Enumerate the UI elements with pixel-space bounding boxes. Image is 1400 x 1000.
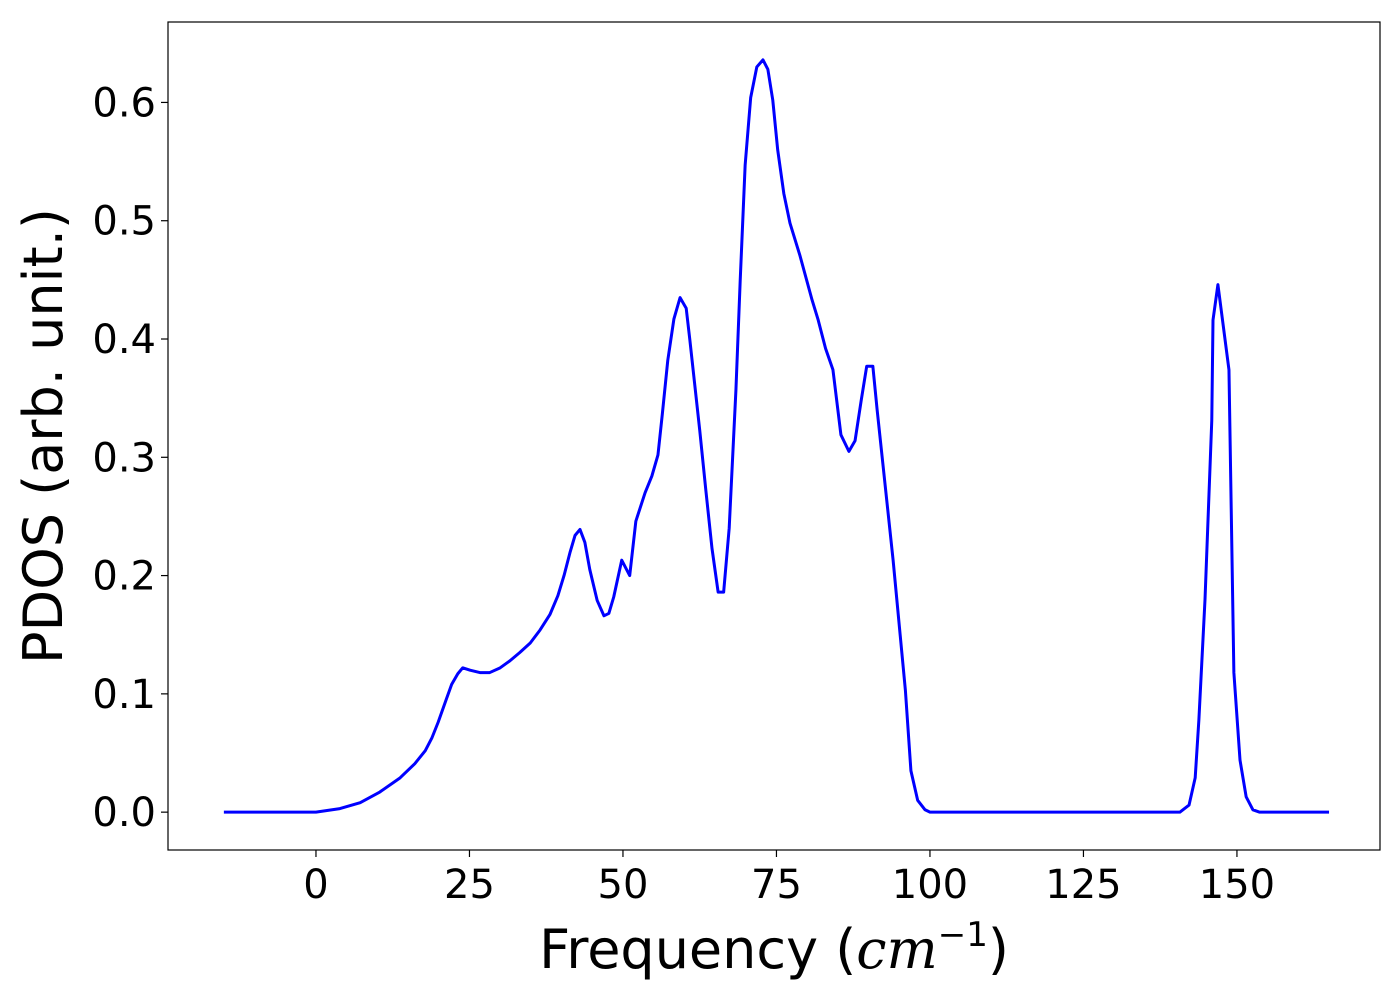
- data-line: [223, 58, 1330, 814]
- y-tick-label: 0.2: [92, 554, 156, 600]
- axes-frame: [167, 21, 1381, 851]
- y-tick-label: 0.5: [92, 199, 156, 245]
- x-tick-label: 25: [444, 862, 495, 908]
- plot-area: [223, 58, 1330, 814]
- y-tick-label: 0.6: [92, 80, 156, 126]
- x-axis-label-text: ): [988, 918, 1009, 981]
- x-axis-label: Frequency (cm−1): [539, 915, 1009, 981]
- x-axis-label-text: Frequency (: [539, 918, 856, 981]
- x-axis-label-unit: cm: [856, 918, 937, 981]
- y-tick-label: 0.0: [92, 790, 156, 836]
- x-tick-label: 50: [598, 862, 649, 908]
- x-tick-label: 100: [892, 862, 968, 908]
- y-tick-label: 0.4: [92, 317, 156, 363]
- y-axis-label: PDOS (arb. unit.): [12, 208, 75, 664]
- x-axis-label-exponent: −1: [938, 915, 988, 955]
- x-tick-label: 125: [1045, 862, 1121, 908]
- x-tick-label: 75: [751, 862, 802, 908]
- x-tick-label: 0: [303, 862, 328, 908]
- y-tick-label: 0.3: [92, 435, 156, 481]
- x-tick-label: 150: [1199, 862, 1275, 908]
- y-tick-label: 0.1: [92, 672, 156, 718]
